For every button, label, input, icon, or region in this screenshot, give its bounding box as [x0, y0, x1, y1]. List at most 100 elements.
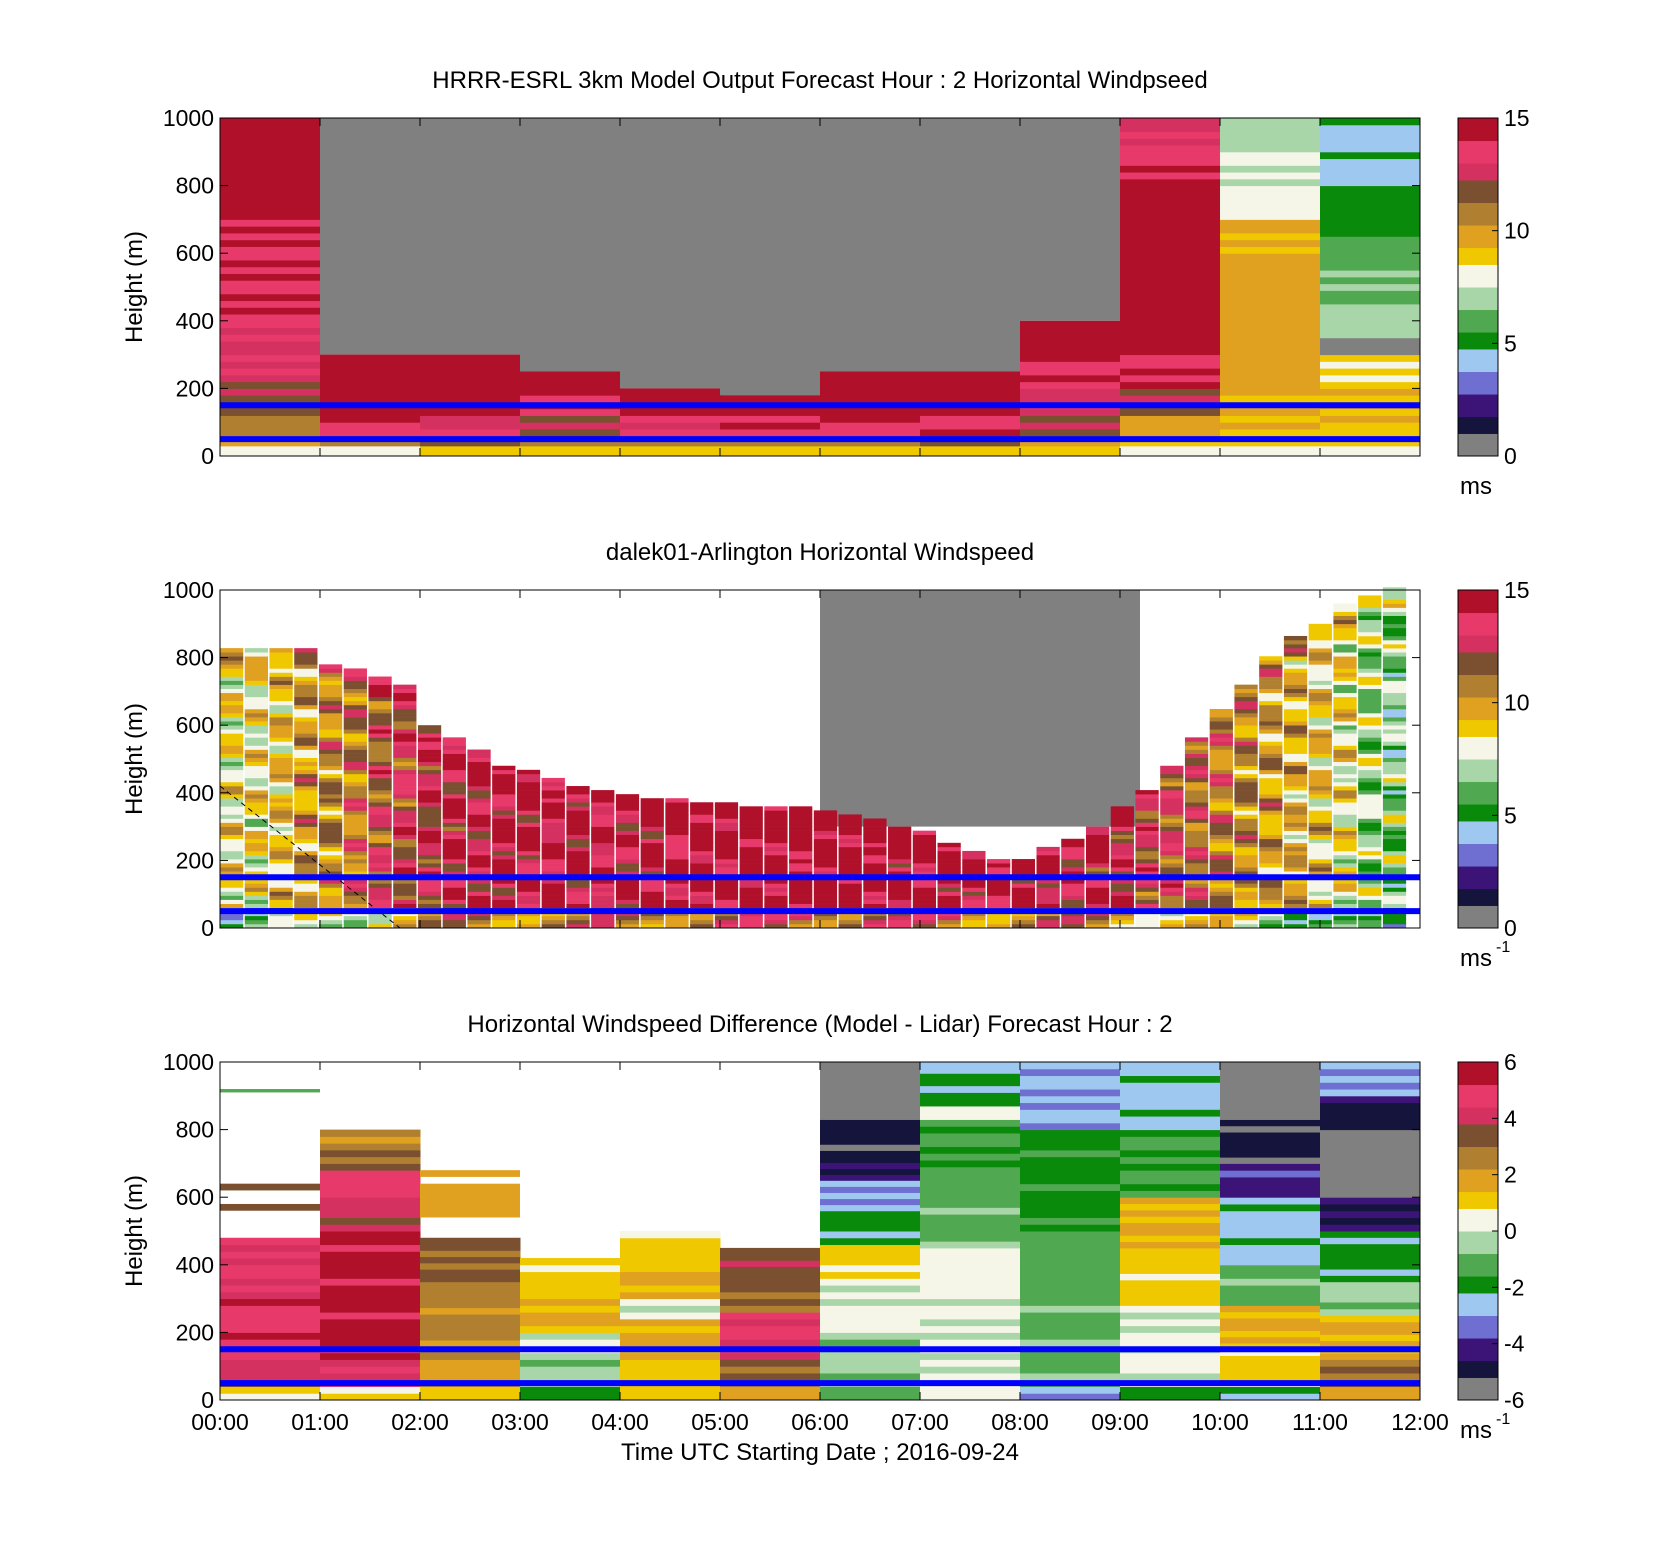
data-cell	[620, 1305, 721, 1313]
data-cell	[220, 863, 244, 868]
data-cell	[320, 1203, 421, 1212]
data-cell	[813, 919, 838, 925]
data-cell	[1120, 259, 1221, 268]
data-cell	[920, 1078, 1021, 1087]
data-cell	[1135, 919, 1159, 925]
data-cell	[294, 664, 318, 669]
data-cell	[343, 676, 367, 681]
data-cell	[318, 887, 343, 892]
data-cell	[368, 786, 392, 791]
data-cell	[1220, 158, 1321, 166]
data-cell	[1209, 915, 1233, 921]
data-cell	[1184, 899, 1209, 904]
data-cell	[318, 745, 343, 750]
data-cell	[294, 790, 318, 795]
data-cell	[541, 826, 565, 831]
data-cell	[1120, 374, 1221, 383]
data-cell	[1320, 422, 1421, 429]
data-cell	[320, 1258, 421, 1266]
data-cell	[1333, 753, 1357, 758]
data-cell	[1234, 741, 1258, 746]
data-cell	[962, 923, 986, 929]
data-cell	[1209, 871, 1233, 876]
data-cell	[620, 1278, 721, 1286]
data-cell	[1184, 871, 1209, 876]
data-cell	[1259, 672, 1283, 677]
data-cell	[220, 1271, 321, 1279]
data-cell	[1382, 737, 1407, 742]
data-cell	[244, 692, 268, 698]
data-cell	[1283, 850, 1308, 856]
data-cell	[1085, 919, 1110, 925]
panel-3: Horizontal Windspeed Difference (Model -…	[121, 1011, 1525, 1466]
data-cell	[244, 854, 268, 860]
data-cell	[368, 729, 392, 734]
data-cell	[294, 871, 318, 876]
data-cell	[789, 850, 813, 856]
data-cell	[343, 806, 367, 811]
data-cell	[1209, 729, 1233, 734]
data-cell	[764, 871, 788, 876]
data-cell	[467, 757, 491, 763]
data-cell	[920, 1085, 1021, 1093]
data-cell	[1259, 798, 1283, 803]
data-cell	[714, 887, 739, 892]
panel-2: dalek01-Arlington Horizontal Windspeed10…	[121, 539, 1530, 972]
data-cell	[244, 761, 268, 767]
data-cell	[1333, 903, 1357, 909]
data-cell	[1120, 445, 1221, 452]
data-cell	[1220, 1237, 1321, 1246]
data-cell	[420, 1288, 521, 1296]
data-cell	[1382, 891, 1407, 896]
data-cell	[720, 1352, 821, 1360]
data-cell	[591, 834, 615, 840]
data-cell	[269, 871, 293, 876]
data-cell	[244, 713, 268, 718]
data-cell	[417, 887, 442, 892]
data-cell	[1209, 903, 1233, 909]
data-cell	[1308, 652, 1332, 657]
data-cell	[1358, 619, 1382, 625]
data-cell	[442, 806, 466, 811]
data-cell	[318, 786, 343, 791]
colorbar-swatch	[1458, 1197, 1498, 1204]
data-cell	[1283, 757, 1308, 763]
data-cell	[820, 445, 921, 452]
data-cell	[888, 826, 912, 831]
data-cell	[244, 757, 268, 763]
data-cell	[417, 773, 442, 779]
data-cell	[1160, 863, 1184, 868]
data-cell	[620, 450, 721, 457]
data-cell	[620, 1393, 721, 1401]
data-cell	[417, 761, 442, 767]
data-cell	[294, 806, 318, 811]
data-cell	[520, 389, 621, 396]
data-cell	[1259, 915, 1283, 921]
colorbar-tick-label: -2	[1504, 1274, 1524, 1300]
data-cell	[1220, 300, 1321, 308]
data-cell	[220, 395, 321, 403]
data-cell	[987, 895, 1011, 900]
data-cell	[1220, 1157, 1321, 1164]
data-cell	[220, 899, 244, 904]
data-cell	[269, 733, 293, 738]
data-cell	[1259, 692, 1283, 698]
data-cell	[320, 1325, 421, 1333]
data-cell	[220, 887, 244, 892]
data-cell	[615, 887, 640, 892]
data-cell	[467, 850, 491, 856]
data-cell	[813, 826, 838, 831]
data-cell	[714, 871, 739, 876]
data-cell	[368, 871, 392, 876]
data-cell	[1382, 603, 1407, 608]
data-cell	[1283, 842, 1308, 848]
data-cell	[888, 834, 912, 840]
data-cell	[244, 721, 268, 726]
data-cell	[492, 891, 516, 896]
colorbar-swatch	[1458, 590, 1498, 597]
data-cell	[813, 871, 838, 876]
data-cell	[1283, 781, 1308, 787]
data-cell	[393, 729, 417, 734]
data-cell	[1085, 834, 1110, 840]
data-cell	[420, 354, 521, 362]
